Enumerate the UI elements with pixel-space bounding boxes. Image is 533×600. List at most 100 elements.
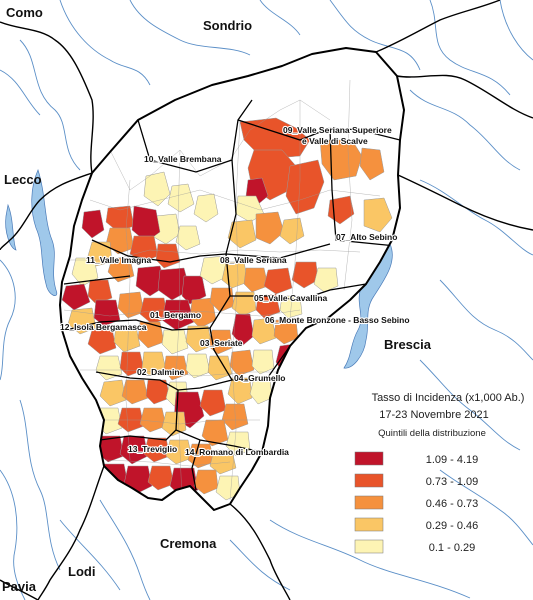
municipality-polygon: [263, 267, 293, 295]
legend: Tasso di Incidenza (x1,000 Ab.) 17-23 No…: [354, 392, 525, 554]
municipality-polygon: [215, 475, 241, 501]
label-lecco: Lecco: [4, 172, 42, 187]
municipality-polygon: [187, 443, 215, 469]
municipality-polygon: [81, 209, 105, 239]
municipality-polygon: [189, 297, 217, 329]
label-district-10: 10_Valle Brembana: [144, 154, 222, 164]
municipality-polygon: [61, 283, 91, 311]
legend-swatch-2: [354, 473, 384, 488]
municipality-polygon: [313, 267, 339, 293]
municipality-polygon: [117, 291, 145, 319]
municipality-polygon: [113, 325, 141, 353]
municipality-polygon: [167, 183, 195, 213]
municipality-polygon: [175, 225, 201, 251]
label-sondrio: Sondrio: [203, 18, 252, 33]
municipality-polygon: [93, 299, 121, 327]
municipality-polygon: [143, 437, 171, 463]
label-district-01: 01_Bergamo: [150, 310, 201, 320]
bergamo-province-outline: [59, 47, 405, 511]
legend-classes: 1.09 - 4.19 0.73 - 1.09 0.46 - 0.73 0.29 - …: [354, 451, 479, 554]
legend-range-5: 0.1 - 0.29: [429, 542, 475, 554]
municipality-polygon: [105, 227, 135, 255]
municipality-polygon: [285, 159, 325, 215]
municipality-polygon: [143, 171, 171, 207]
municipality-polygon: [161, 299, 195, 331]
municipality-polygon: [231, 291, 257, 317]
district-boundaries: [63, 99, 401, 491]
district-labels: 01_Bergamo 02_Dalmine 03_Seriate 04_Grum…: [59, 124, 411, 458]
municipality-polygon: [251, 349, 275, 375]
municipality-polygon: [363, 197, 393, 233]
legend-swatch-3: [354, 495, 384, 510]
label-district-14: 14_Romano di Lombardia: [185, 447, 289, 457]
legend-swatch-1: [354, 451, 384, 466]
municipality-polygon: [279, 217, 305, 245]
municipality-polygon: [193, 193, 219, 223]
label-district-11: 11_Valle Imagna: [86, 255, 151, 265]
municipality-polygon: [249, 485, 273, 505]
legend-swatch-4: [354, 517, 384, 532]
municipality-polygon: [255, 293, 281, 319]
label-brescia: Brescia: [384, 337, 432, 352]
legend-range-4: 0.29 - 0.46: [426, 520, 479, 532]
legend-period: 17-23 Novembre 2021: [379, 409, 488, 421]
legend-range-3: 0.46 - 0.73: [426, 498, 479, 510]
label-pavia: Pavia: [2, 579, 37, 594]
municipality-polygon: [185, 353, 211, 379]
lake-como-branch: [5, 203, 17, 251]
municipality-polygon: [87, 327, 117, 355]
municipality-polygon: [229, 349, 255, 377]
municipality-polygon: [155, 243, 181, 269]
municipality-polygon: [95, 355, 123, 381]
label-district-09-line2: e Valle di Scalve: [302, 136, 368, 146]
municipality-polygon: [221, 403, 249, 431]
municipality-polygon: [139, 297, 169, 325]
municipality-polygon: [291, 261, 319, 289]
municipality-polygon: [255, 211, 285, 245]
municipality-polygon: [137, 321, 165, 349]
municipality-polygon: [199, 255, 229, 285]
municipality-polygon: [157, 267, 191, 301]
municipality-polygon: [121, 379, 149, 405]
neighbor-labels: Como Sondrio Lecco Brescia Cremona Lodi …: [2, 5, 432, 594]
municipality-polygon: [231, 313, 255, 347]
municipality-polygon: [145, 379, 171, 405]
legend-title: Tasso di Incidenza (x1,000 Ab.): [372, 392, 525, 404]
label-district-12: 12_Isola Bergamasca: [60, 322, 147, 332]
label-district-02: 02_Dalmine: [137, 367, 185, 377]
municipality-polygon: [139, 407, 167, 433]
label-district-06: 06_Monte Bronzone - Basso Sebino: [265, 315, 410, 325]
municipality-polygon: [209, 449, 237, 475]
legend-range-1: 1.09 - 4.19: [426, 454, 479, 466]
municipality-polygon: [227, 219, 257, 249]
municipality-polygon: [147, 465, 175, 491]
municipality-polygon: [273, 319, 299, 345]
municipality-polygon: [163, 355, 189, 381]
municipality-polygon: [199, 389, 227, 417]
label-lodi: Lodi: [68, 564, 95, 579]
label-district-05: 05_Valle Cavallina: [254, 293, 328, 303]
label-district-03: 03_Seriate: [200, 338, 243, 348]
municipality-polygon: [185, 325, 213, 353]
municipality-polygon: [243, 267, 269, 293]
label-district-04: 04_Grumello: [234, 373, 286, 383]
municipality-polygon: [119, 351, 145, 377]
municipality-polygon: [99, 379, 127, 407]
label-como: Como: [6, 5, 43, 20]
label-cremona: Cremona: [160, 536, 217, 551]
municipality-polygon: [141, 351, 167, 377]
municipality-polygon: [165, 439, 193, 465]
municipality-polygon: [359, 147, 385, 181]
legend-swatch-5: [354, 539, 384, 554]
label-district-09-line1: 09_Valle Seriana Superiore: [283, 125, 392, 135]
label-district-13: 13_Treviglio: [128, 444, 177, 454]
municipality-polygon: [251, 317, 277, 345]
label-district-07: 07_Alto Sebino: [336, 232, 397, 242]
legend-subtitle: Quintili della distribuzione: [378, 428, 486, 439]
legend-range-2: 0.73 - 1.09: [426, 476, 479, 488]
municipality-polygon: [119, 435, 149, 465]
label-district-08: 08_Valle Seriana: [220, 255, 287, 265]
